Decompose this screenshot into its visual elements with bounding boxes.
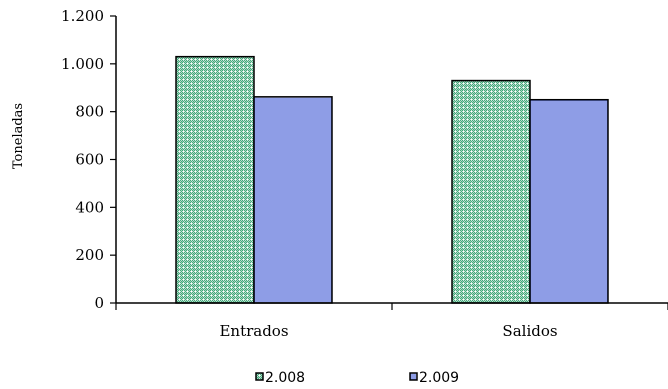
x-category-label: Entrados — [219, 322, 288, 340]
legend-label: 2.009 — [419, 370, 459, 386]
bar-2008-entrados — [175, 55, 255, 304]
y-tick-label: 600 — [75, 151, 104, 169]
y-tick-label: 400 — [75, 198, 104, 216]
y-tick-label: 1.000 — [61, 55, 104, 73]
y-tick-label: 200 — [75, 246, 104, 264]
legend-label: 2.008 — [265, 370, 305, 386]
y-tick-label: 800 — [75, 103, 104, 121]
x-category-label: Salidos — [502, 322, 557, 340]
y-axis-title: Toneladas — [11, 103, 26, 169]
legend-swatch — [409, 372, 418, 381]
x-axis-ticks: Entrados Salidos — [115, 303, 668, 340]
bars — [175, 55, 609, 304]
bar-2008-salidos — [451, 79, 531, 304]
y-tick-label: 1.200 — [61, 7, 104, 25]
y-axis-ticks: 0 200 400 600 800 1.000 1.200 — [61, 7, 116, 312]
bar-2009-entrados — [253, 96, 333, 304]
bar-2009-salidos — [529, 98, 609, 304]
legend-swatch — [255, 372, 264, 381]
y-tick-label: 0 — [94, 294, 104, 312]
legend: 2.008 2.009 — [255, 370, 459, 386]
